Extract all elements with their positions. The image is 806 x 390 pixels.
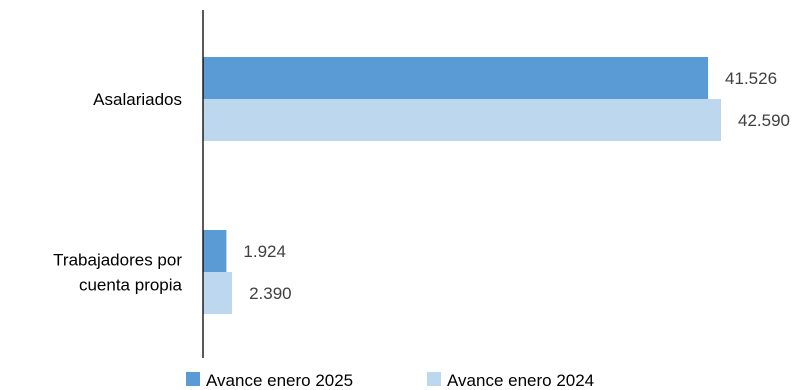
legend-swatch: [186, 372, 200, 386]
bar-enero-2024: [203, 99, 721, 141]
data-label: 41.526: [725, 69, 777, 88]
category-label: cuenta propia: [79, 276, 183, 295]
legend: Avance enero 2025 Avance enero 2024: [186, 371, 594, 390]
legend-label: Avance enero 2025: [206, 371, 353, 390]
data-label: 42.590: [738, 111, 790, 130]
legend-label: Avance enero 2024: [447, 371, 594, 390]
data-label: 1.924: [243, 242, 286, 261]
category-label: Trabajadores por: [53, 251, 182, 270]
bars-layer: [203, 57, 721, 314]
data-label: 2.390: [249, 284, 292, 303]
category-label: Asalariados: [93, 90, 182, 109]
bar-enero-2025: [203, 230, 227, 272]
legend-swatch: [427, 372, 441, 386]
bar-enero-2025: [203, 57, 709, 99]
bar-enero-2024: [203, 272, 233, 314]
labels-layer: Asalariados 41.526 42.590 Trabajadores por c…: [53, 69, 790, 303]
